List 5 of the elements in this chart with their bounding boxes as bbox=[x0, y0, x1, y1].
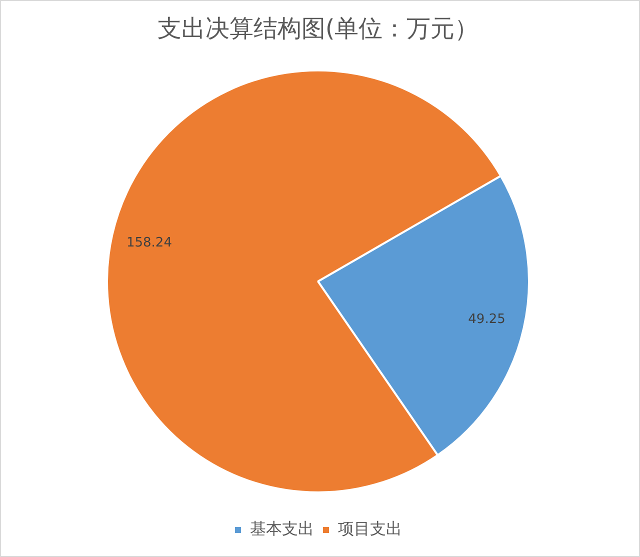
legend-label: 项目支出 bbox=[338, 519, 402, 538]
data-label: 158.24 bbox=[126, 236, 172, 251]
data-label: 49.25 bbox=[468, 312, 506, 327]
chart-title: 支出决算结构图(单位：万元） bbox=[157, 14, 479, 43]
legend-label: 基本支出 bbox=[250, 519, 314, 538]
